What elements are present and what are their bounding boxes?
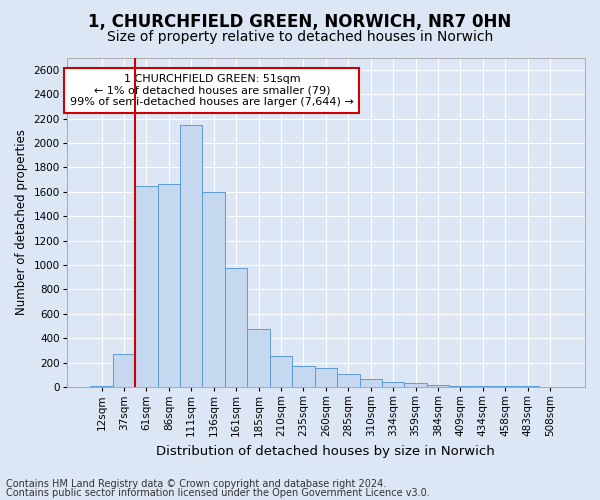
Bar	[337, 374, 359, 387]
Bar	[449, 386, 472, 387]
Bar	[494, 386, 517, 387]
Bar	[180, 124, 202, 387]
Bar	[517, 386, 539, 387]
Y-axis label: Number of detached properties: Number of detached properties	[15, 130, 28, 316]
Bar	[113, 354, 135, 387]
Bar	[225, 268, 247, 387]
Bar	[472, 386, 494, 387]
X-axis label: Distribution of detached houses by size in Norwich: Distribution of detached houses by size …	[157, 444, 495, 458]
Bar	[427, 384, 449, 387]
Bar	[202, 192, 225, 387]
Bar	[382, 382, 404, 387]
Bar	[359, 379, 382, 387]
Text: Contains public sector information licensed under the Open Government Licence v3: Contains public sector information licen…	[6, 488, 430, 498]
Text: 1, CHURCHFIELD GREEN, NORWICH, NR7 0HN: 1, CHURCHFIELD GREEN, NORWICH, NR7 0HN	[88, 12, 512, 30]
Text: Contains HM Land Registry data © Crown copyright and database right 2024.: Contains HM Land Registry data © Crown c…	[6, 479, 386, 489]
Bar	[158, 184, 180, 387]
Bar	[404, 384, 427, 387]
Bar	[314, 368, 337, 387]
Bar	[270, 356, 292, 387]
Bar	[247, 329, 270, 387]
Text: 1 CHURCHFIELD GREEN: 51sqm
← 1% of detached houses are smaller (79)
99% of semi-: 1 CHURCHFIELD GREEN: 51sqm ← 1% of detac…	[70, 74, 354, 107]
Text: Size of property relative to detached houses in Norwich: Size of property relative to detached ho…	[107, 30, 493, 44]
Bar	[135, 186, 158, 387]
Bar	[91, 386, 113, 387]
Bar	[292, 366, 314, 387]
